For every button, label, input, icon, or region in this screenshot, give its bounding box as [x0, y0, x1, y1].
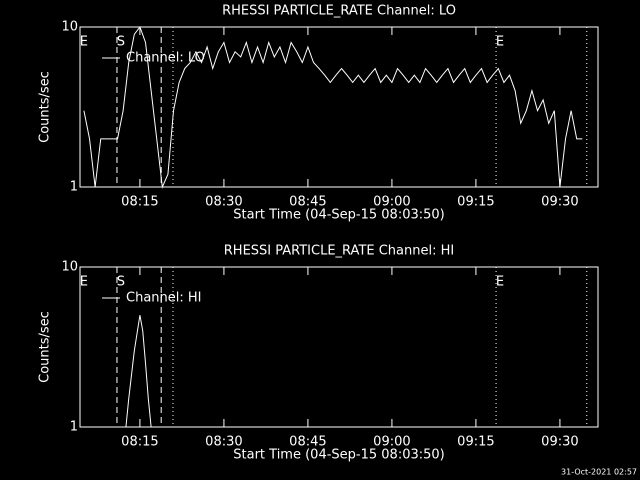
x-tick-label: 08:45: [289, 435, 326, 450]
y-tick-label: 10: [61, 260, 78, 275]
event-label: E: [496, 35, 504, 50]
y-axis-title: Counts/sec: [38, 71, 53, 143]
y-axis-title: Counts/sec: [38, 311, 53, 383]
y-tick-label: 1: [70, 180, 78, 195]
x-tick-label: 08:15: [121, 435, 158, 450]
x-tick-label: 09:15: [457, 195, 494, 210]
x-tick-label: 09:30: [541, 435, 578, 450]
event-label: E: [496, 275, 504, 290]
event-label: S: [117, 35, 125, 50]
event-label: S: [117, 275, 125, 290]
data-line: [83, 25, 583, 189]
chart-title: RHESSI PARTICLE_RATE Channel: LO: [222, 4, 456, 19]
plot-frame: [79, 266, 599, 428]
x-tick-label: 09:15: [457, 435, 494, 450]
chart-title: RHESSI PARTICLE_RATE Channel: HI: [224, 244, 454, 259]
x-axis-title: Start Time (04-Sep-15 08:03:50): [233, 448, 444, 463]
y-tick-label: 1: [70, 420, 78, 435]
plot-frame: [79, 26, 599, 188]
x-tick-label: 08:45: [289, 195, 326, 210]
y-tick-label: 10: [61, 20, 78, 35]
data-line: [125, 315, 152, 428]
x-axis-title: Start Time (04-Sep-15 08:03:50): [233, 208, 444, 223]
x-tick-label: 08:15: [121, 195, 158, 210]
x-tick-label: 09:30: [541, 195, 578, 210]
legend-label: Channel: HI: [126, 291, 202, 306]
x-tick-label: 09:00: [373, 195, 410, 210]
footer: 31-Oct-2021 02:57: [561, 468, 637, 477]
legend-label: Channel: LO: [126, 51, 205, 66]
event-label: E: [80, 275, 88, 290]
x-tick-label: 09:00: [373, 435, 410, 450]
x-tick-label: 08:30: [205, 195, 242, 210]
x-tick-label: 08:30: [205, 435, 242, 450]
event-label: E: [80, 35, 88, 50]
